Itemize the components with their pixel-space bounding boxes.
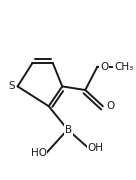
Text: S: S — [8, 81, 15, 91]
Text: OH: OH — [87, 143, 103, 153]
Text: HO: HO — [31, 148, 47, 158]
Text: B: B — [65, 125, 72, 135]
Text: O: O — [106, 101, 114, 111]
Text: CH₃: CH₃ — [114, 62, 133, 72]
Text: O: O — [100, 62, 108, 72]
